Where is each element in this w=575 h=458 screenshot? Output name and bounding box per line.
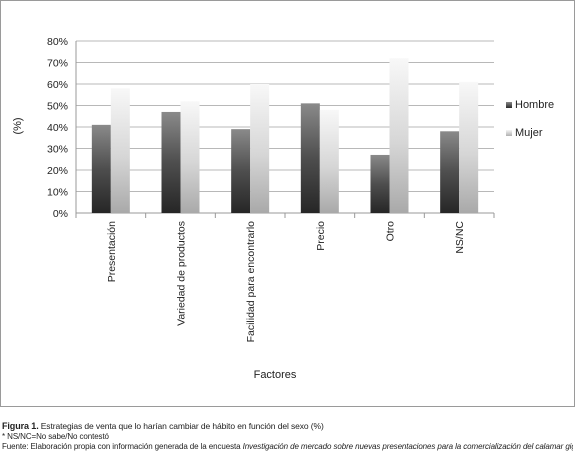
x-tick-label: Otro: [385, 221, 397, 242]
y-tick-label: 40%: [47, 122, 68, 134]
x-tick-label: Precio: [315, 221, 327, 251]
bar-mujer: [319, 109, 339, 213]
x-tick-label: NS/NC: [454, 221, 466, 254]
bar-hombre: [300, 103, 320, 213]
bar-mujer: [180, 101, 200, 213]
legend-swatch: [506, 130, 512, 136]
bar-mujer: [389, 58, 409, 214]
caption-title-line: Figura 1. Estrategias de venta que lo ha…: [2, 421, 573, 432]
bar-mujer: [250, 84, 270, 213]
y-tick-label: 50%: [47, 101, 68, 113]
figure-title: Estrategias de venta que lo harían cambi…: [40, 421, 324, 431]
legend: Hombre Mujer: [506, 99, 554, 139]
y-tick-label: 70%: [47, 58, 68, 70]
y-tick-label: 30%: [47, 144, 68, 156]
figure-caption: Figura 1. Estrategias de venta que lo ha…: [2, 421, 573, 452]
legend-swatch: [506, 102, 512, 108]
y-axis-title: (%): [12, 117, 24, 134]
bar-chart: 0% 10% 20% 30% 40% 50% 60% 70% 80% Presentación V…: [12, 36, 554, 381]
y-tick-label: 60%: [47, 79, 68, 91]
bar-mujer: [110, 88, 130, 213]
caption-source: Fuente: Elaboración propia con informaci…: [2, 442, 573, 452]
y-tick-label: 10%: [47, 187, 68, 199]
x-tick-label: Presentación: [106, 221, 118, 282]
bars: [91, 58, 479, 214]
x-tick-label: Variedad de productos: [176, 221, 188, 326]
y-tick-label: 0%: [53, 208, 68, 220]
bar-mujer: [459, 81, 479, 213]
x-axis-ticks: Presentación Variedad de productos Facilid…: [106, 221, 466, 343]
x-tick-label: Facilidad para encontrarlo: [245, 221, 257, 343]
bar-hombre: [161, 111, 181, 213]
figure-number: Figura 1.: [2, 421, 39, 431]
y-tick-label: 20%: [47, 165, 68, 177]
gridlines: [75, 40, 495, 218]
bar-hombre: [440, 131, 460, 213]
bar-hombre: [370, 154, 390, 213]
bar-hombre: [231, 129, 251, 213]
legend-label: Mujer: [515, 127, 543, 139]
bar-hombre: [91, 124, 111, 213]
y-tick-label: 80%: [47, 36, 68, 48]
source-prefix: Fuente: Elaboración propia con informaci…: [2, 442, 243, 451]
source-title: Investigación de mercado sobre nuevas pr…: [242, 442, 573, 451]
legend-label: Hombre: [515, 99, 554, 111]
x-axis-title: Factores: [254, 369, 297, 381]
y-axis-ticks: 0% 10% 20% 30% 40% 50% 60% 70% 80%: [47, 36, 68, 220]
caption-note: * NS/NC=No sabe/No contestó: [2, 432, 109, 441]
